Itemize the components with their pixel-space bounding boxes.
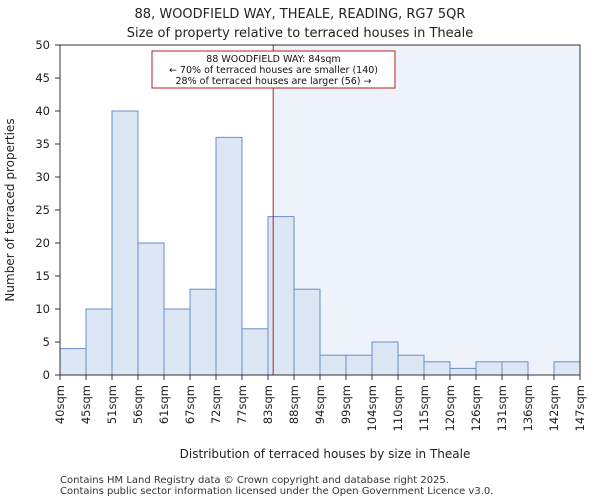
x-tick-label: 99sqm: [339, 385, 353, 424]
bar-142sqm: [553, 361, 581, 376]
x-tick-label: 51sqm: [105, 385, 119, 424]
y-tick-label: 15: [35, 269, 50, 283]
bar-67sqm: [189, 288, 217, 376]
x-tick-label: 45sqm: [79, 385, 93, 424]
y-tick-label: 30: [35, 170, 50, 184]
y-tick-label: 50: [35, 38, 50, 52]
bar-110sqm: [397, 354, 425, 376]
chart-subtitle: Size of property relative to terraced ho…: [127, 26, 474, 41]
bar-77sqm: [241, 328, 269, 376]
footer-line-2: Contains public sector information licen…: [60, 486, 493, 497]
bar-115sqm: [423, 361, 451, 376]
x-tick-label: 88sqm: [287, 385, 301, 424]
y-tick-label: 10: [35, 302, 50, 316]
x-tick-label: 131sqm: [495, 385, 509, 431]
y-tick-label: 5: [43, 335, 50, 349]
bar-56sqm: [137, 242, 165, 376]
y-ticks: 0 5 10 15 20 25 30 35 40 45 50: [35, 38, 60, 382]
bar-51sqm: [111, 110, 139, 376]
larger-properties-region: [273, 45, 580, 375]
annotation-line-3: 28% of terraced houses are larger (56) →: [176, 76, 372, 87]
x-tick-label: 40sqm: [53, 385, 67, 424]
annotation-box: 88 WOODFIELD WAY: 84sqm ← 70% of terrace…: [151, 50, 396, 89]
annotation-line-1: 88 WOODFIELD WAY: 84sqm: [206, 54, 340, 65]
y-tick-label: 0: [43, 368, 50, 382]
y-tick-label: 45: [35, 71, 50, 85]
footer-line-1: Contains HM Land Registry data © Crown c…: [60, 475, 449, 486]
bar-45sqm: [85, 308, 113, 376]
x-tick-label: 56sqm: [131, 385, 145, 424]
bar-131sqm: [501, 361, 529, 376]
x-ticks: 40sqm 45sqm 51sqm 56sqm 61sqm 67sqm 72sqm 77sqm…: [53, 375, 587, 431]
x-tick-label: 126sqm: [469, 385, 483, 431]
x-tick-label: 104sqm: [365, 385, 379, 431]
bar-88sqm: [293, 288, 321, 376]
x-tick-label: 110sqm: [391, 385, 405, 431]
x-tick-label: 94sqm: [313, 385, 327, 424]
chart-title: 88, WOODFIELD WAY, THEALE, READING, RG7 …: [135, 7, 466, 22]
x-tick-label: 142sqm: [547, 385, 561, 431]
bar-99sqm: [345, 354, 373, 376]
bar-40sqm: [59, 348, 87, 376]
bars: [59, 110, 581, 376]
annotation-line-2: ← 70% of terraced houses are smaller (14…: [169, 65, 378, 76]
bar-126sqm: [475, 361, 503, 376]
bar-120sqm: [449, 367, 477, 376]
bar-94sqm: [319, 354, 347, 376]
y-tick-label: 35: [35, 137, 50, 151]
y-tick-label: 40: [35, 104, 50, 118]
x-tick-label: 77sqm: [235, 385, 249, 424]
x-axis-label: Distribution of terraced houses by size …: [180, 447, 471, 461]
x-tick-label: 83sqm: [261, 385, 275, 424]
bar-72sqm: [215, 136, 243, 376]
x-tick-label: 72sqm: [209, 385, 223, 424]
y-tick-label: 25: [35, 203, 50, 217]
x-tick-label: 120sqm: [443, 385, 457, 431]
x-tick-label: 147sqm: [573, 385, 587, 431]
bar-104sqm: [371, 341, 399, 376]
x-tick-label: 136sqm: [521, 385, 535, 431]
y-tick-label: 20: [35, 236, 50, 250]
x-tick-label: 67sqm: [183, 385, 197, 424]
x-tick-label: 61sqm: [157, 385, 171, 424]
bar-61sqm: [163, 308, 191, 376]
bar-83sqm: [267, 216, 295, 376]
y-axis-label: Number of terraced properties: [3, 118, 17, 301]
x-tick-label: 115sqm: [417, 385, 431, 431]
